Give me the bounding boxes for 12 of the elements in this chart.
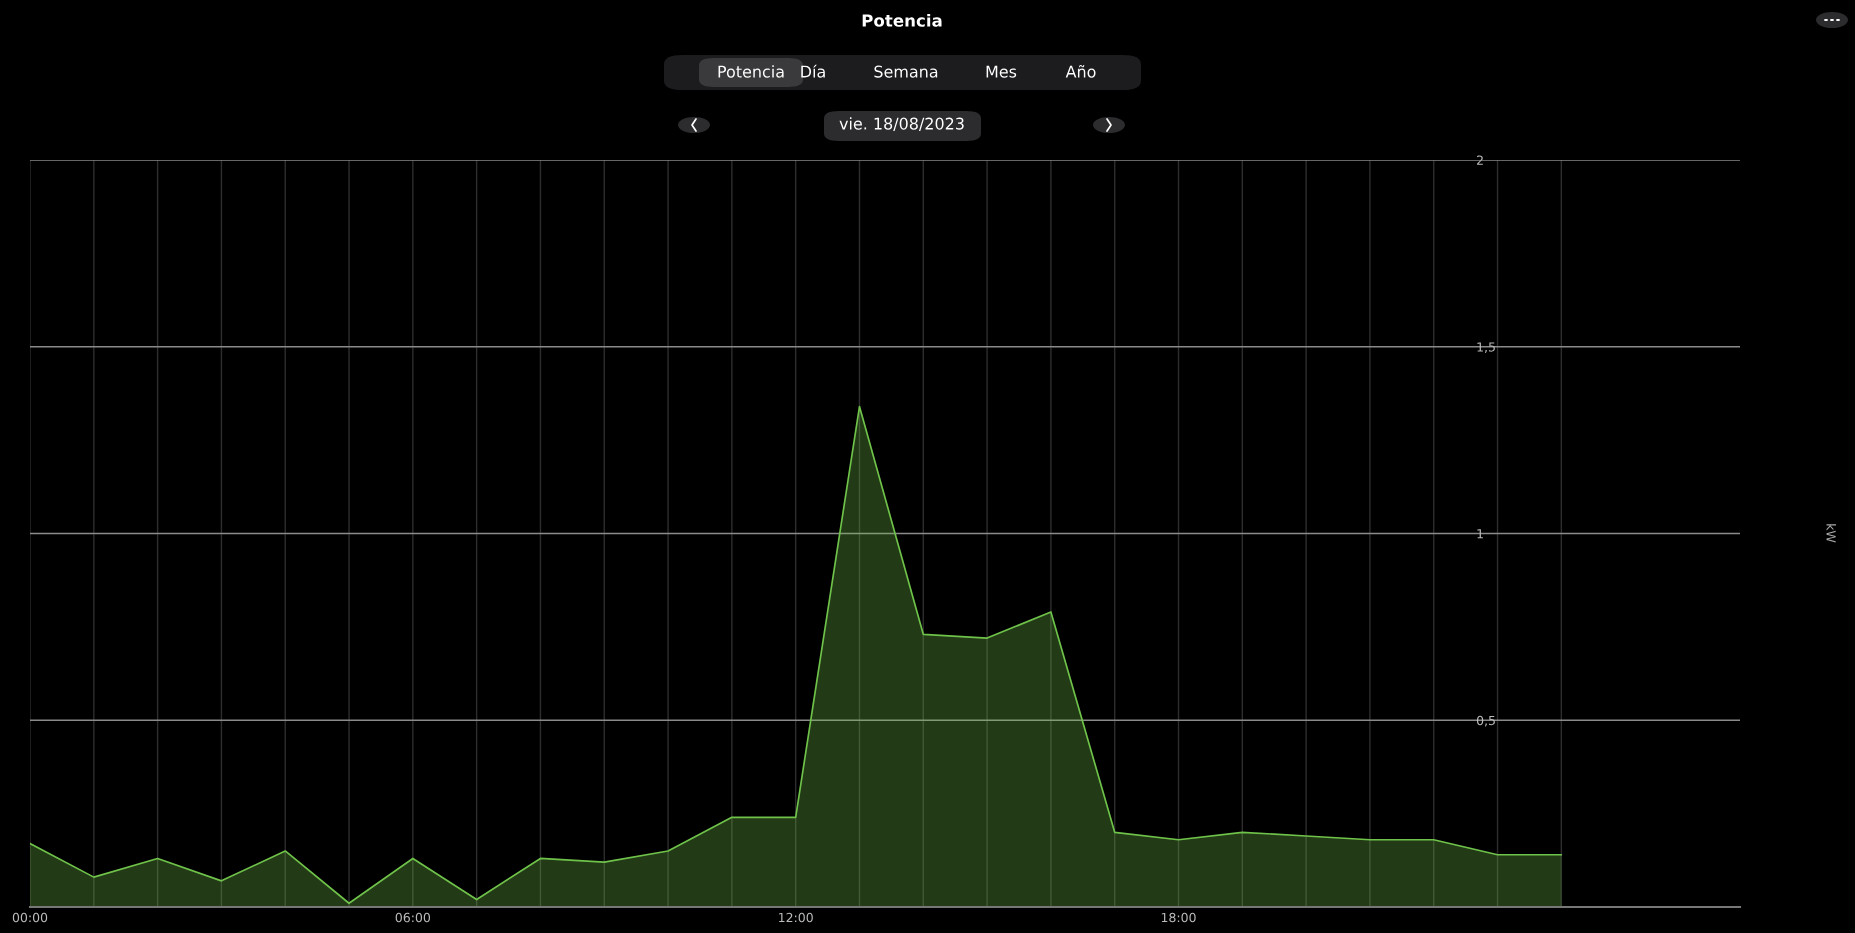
text: Semana (874, 65, 938, 78)
text: kW (1826, 524, 1837, 543)
text: Mes (986, 65, 1017, 78)
x-tick-label: 18:00 (1161, 912, 1196, 923)
x-tick-label: 12:00 (779, 912, 813, 923)
x-tick-label: 00:00 (12, 912, 48, 923)
text: Potencia (718, 65, 784, 78)
text: Día (801, 64, 825, 78)
x-tick-label: 06:00 (395, 912, 431, 923)
chart-subtitle: vie. 18/08/2023 (839, 117, 964, 131)
chart-title: Potencia (862, 13, 942, 27)
text: Año (1065, 65, 1096, 78)
